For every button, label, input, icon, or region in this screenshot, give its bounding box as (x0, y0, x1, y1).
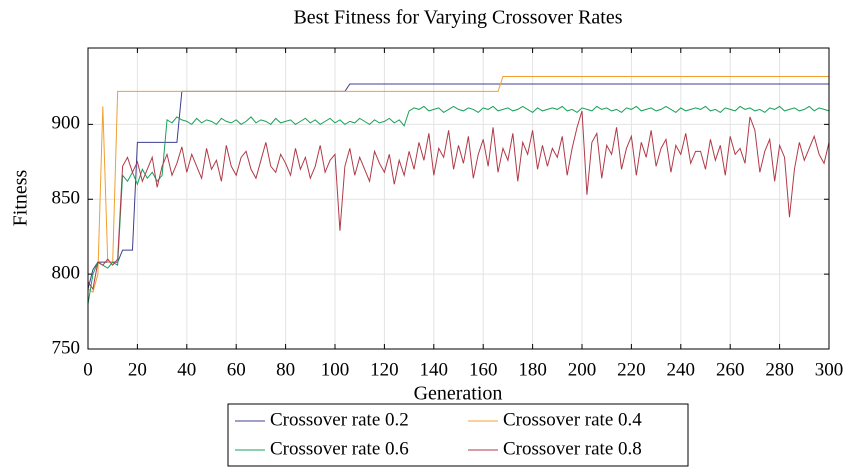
x-tick-label: 0 (83, 359, 93, 380)
legend: Crossover rate 0.2 Crossover rate 0.4 Cros… (235, 409, 642, 459)
x-tick-label: 220 (617, 359, 646, 380)
series-line (87, 110, 830, 291)
chart-title: Best Fitness for Varying Crossover Rates (293, 7, 622, 29)
legend-box (227, 403, 689, 467)
legend-label: Crossover rate 0.6 (270, 438, 409, 459)
x-tick-label: 140 (420, 359, 449, 380)
series-line (87, 83, 829, 290)
x-tick-label: 300 (815, 359, 844, 380)
plot-frame (87, 47, 830, 350)
y-tick-label: 800 (52, 262, 81, 283)
x-tick-label: 280 (765, 359, 794, 380)
x-tick-label: 120 (370, 359, 399, 380)
y-tick-label: 750 (52, 337, 81, 358)
legend-label: Crossover rate 0.2 (270, 409, 409, 430)
x-tick-label: 20 (128, 359, 147, 380)
y-tick-label: 900 (52, 113, 81, 134)
x-tick-label: 160 (469, 359, 498, 380)
x-tick-label: 200 (568, 359, 597, 380)
y-axis-label: Fitness (10, 169, 32, 226)
x-tick-label: 260 (716, 359, 745, 380)
series-line (87, 105, 830, 305)
x-tick-label: 60 (227, 359, 246, 380)
x-axis-label: Generation (414, 383, 503, 405)
x-tick-label: 80 (276, 359, 295, 380)
y-tick-label: 850 (52, 188, 81, 209)
x-tick-label: 180 (518, 359, 547, 380)
grid (87, 48, 830, 350)
x-tick-label: 40 (177, 359, 196, 380)
legend-label: Crossover rate 0.8 (503, 438, 642, 459)
x-tick-label: 240 (667, 359, 696, 380)
lines (87, 75, 830, 305)
x-tick-label: 100 (321, 359, 350, 380)
legend-label: Crossover rate 0.4 (503, 409, 642, 430)
series-line (87, 75, 829, 293)
